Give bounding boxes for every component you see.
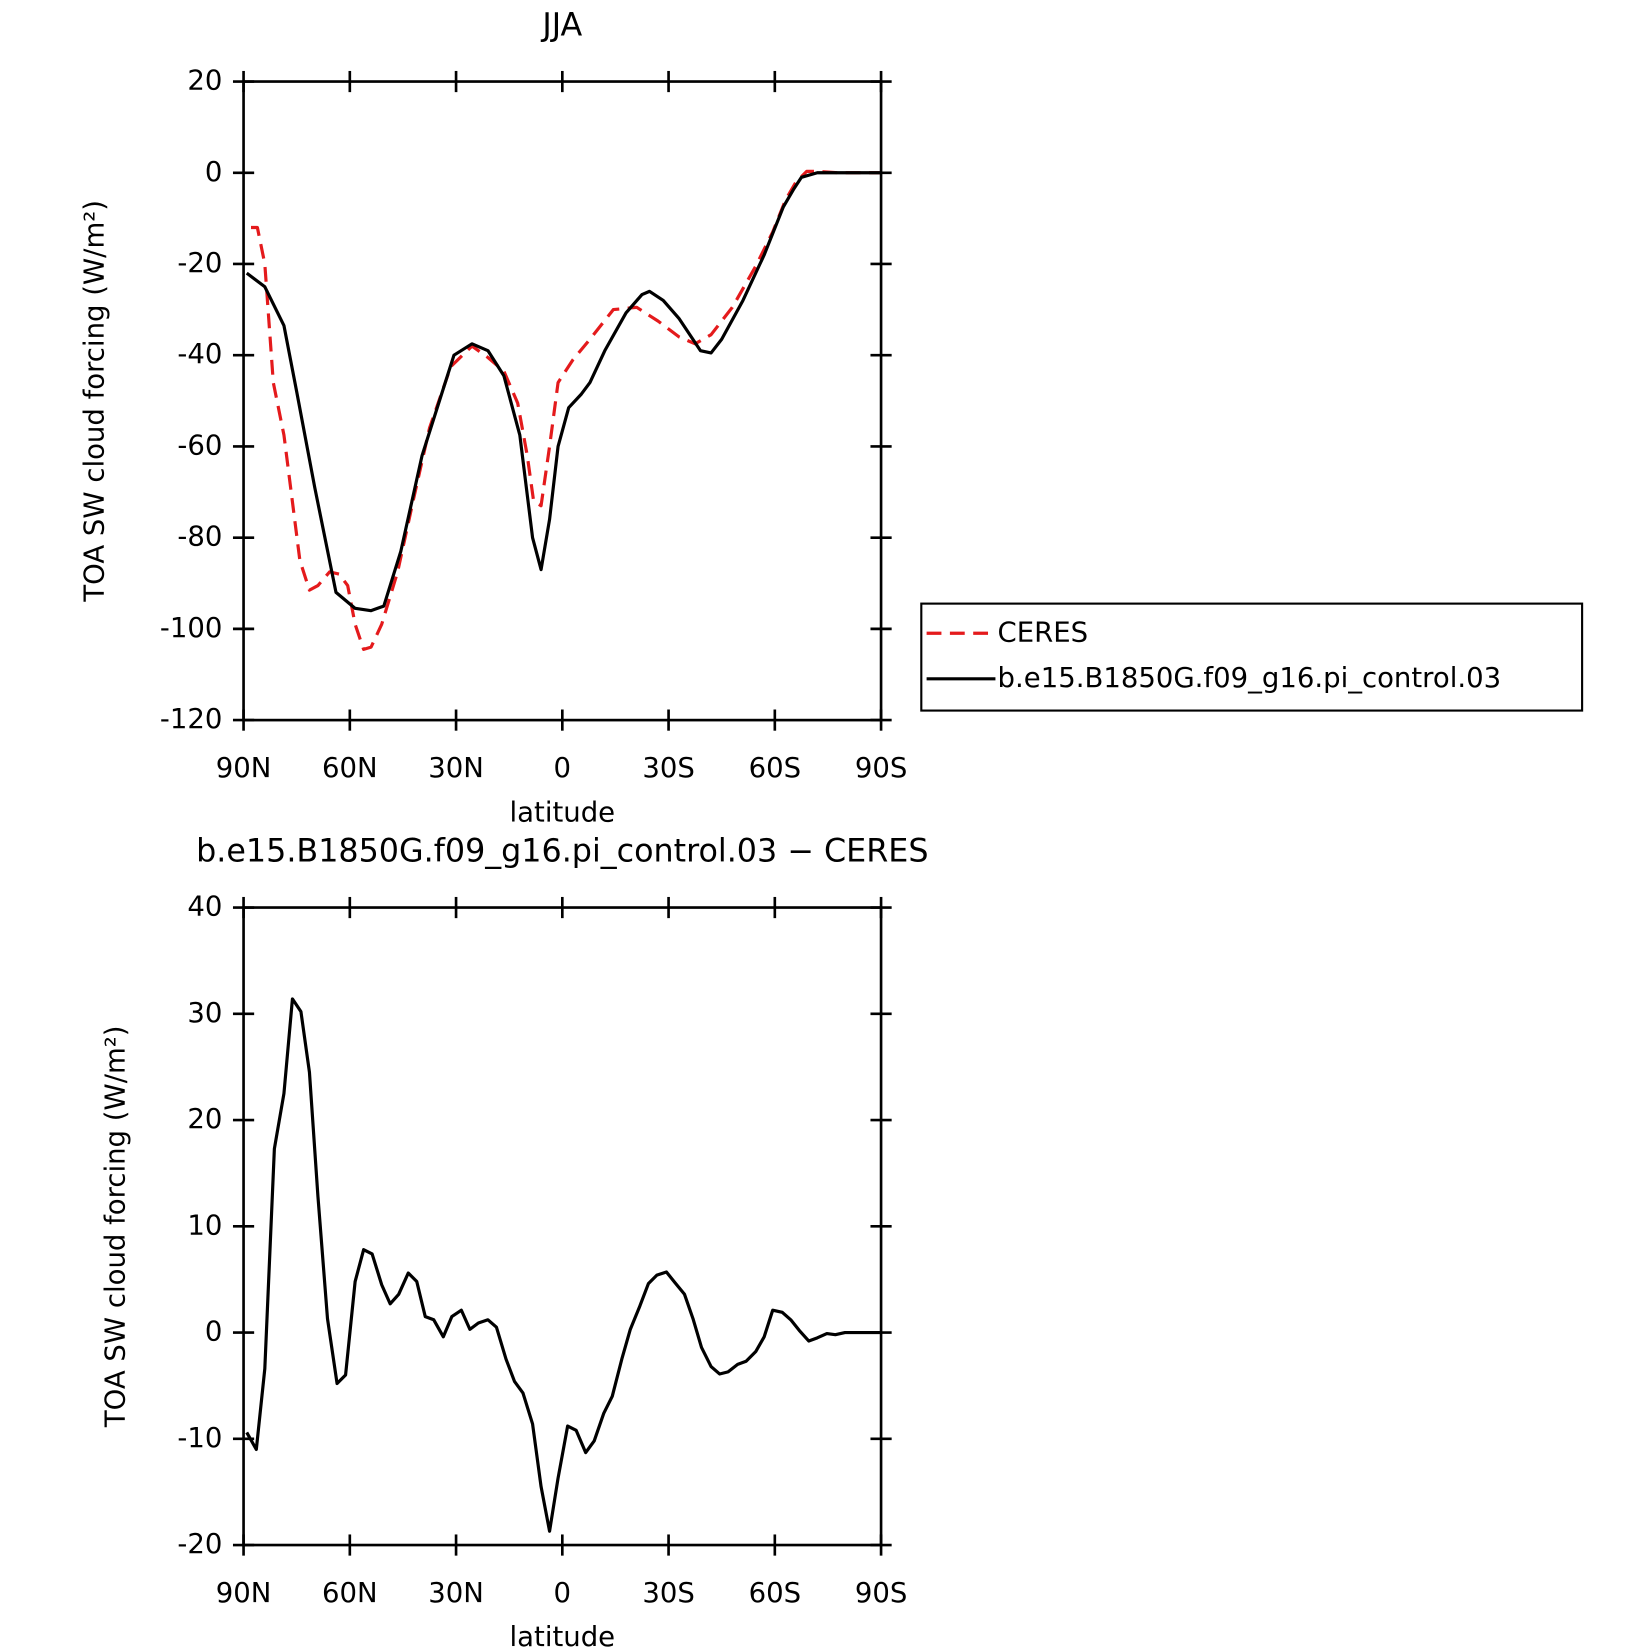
x-tick-label: 30S	[642, 1577, 694, 1609]
y-tick-label: -60	[177, 429, 222, 461]
x-tick-label: 0	[554, 1577, 572, 1609]
plot-frame	[242, 906, 883, 1547]
y-tick-label: 40	[187, 891, 222, 923]
y-tick-label: 20	[187, 1103, 222, 1135]
x-tick-label: 60S	[749, 752, 801, 784]
y-tick-label: 0	[205, 1316, 223, 1348]
chart-title: JJA	[540, 7, 582, 43]
x-tick-label: 30S	[642, 752, 694, 784]
chart-title: b.e15.B1850G.f09_g16.pi_control.03 − CER…	[196, 833, 928, 869]
y-tick-label: 10	[187, 1209, 222, 1241]
y-tick-label: -20	[177, 1528, 222, 1560]
y-tick-label: -120	[160, 703, 222, 735]
y-tick-label: -100	[160, 612, 222, 644]
data-line	[245, 171, 882, 613]
data-line	[245, 997, 882, 1533]
x-tick-label: 90S	[855, 1577, 907, 1609]
x-tick-label: 30N	[428, 1577, 484, 1609]
y-tick-label: -40	[177, 338, 222, 370]
y-tick-label: -10	[177, 1422, 222, 1454]
x-axis-label: latitude	[510, 1621, 616, 1652]
y-tick-label: -80	[177, 521, 222, 553]
data-line	[251, 169, 882, 651]
x-axis-label: latitude	[510, 796, 616, 828]
y-tick-label: 20	[187, 65, 222, 97]
y-axis-label: TOA SW cloud forcing (W/m²)	[78, 200, 110, 603]
plot-frame	[242, 80, 883, 722]
y-tick-label: -20	[177, 247, 222, 279]
x-tick-label: 30N	[428, 752, 484, 784]
y-axis-label: TOA SW cloud forcing (W/m²)	[99, 1025, 131, 1428]
legend-box	[920, 602, 1584, 712]
x-tick-label: 60N	[322, 1577, 378, 1609]
x-tick-label: 90S	[855, 752, 907, 784]
y-tick-label: 30	[187, 997, 222, 1029]
x-tick-label: 90N	[216, 1577, 272, 1609]
y-tick-label: 0	[205, 156, 223, 188]
legend-label: b.e15.B1850G.f09_g16.pi_control.03	[998, 662, 1502, 694]
x-tick-label: 0	[554, 752, 572, 784]
x-tick-label: 60N	[322, 752, 378, 784]
x-tick-label: 60S	[749, 1577, 801, 1609]
legend-label: CERES	[998, 616, 1089, 648]
x-tick-label: 90N	[216, 752, 272, 784]
